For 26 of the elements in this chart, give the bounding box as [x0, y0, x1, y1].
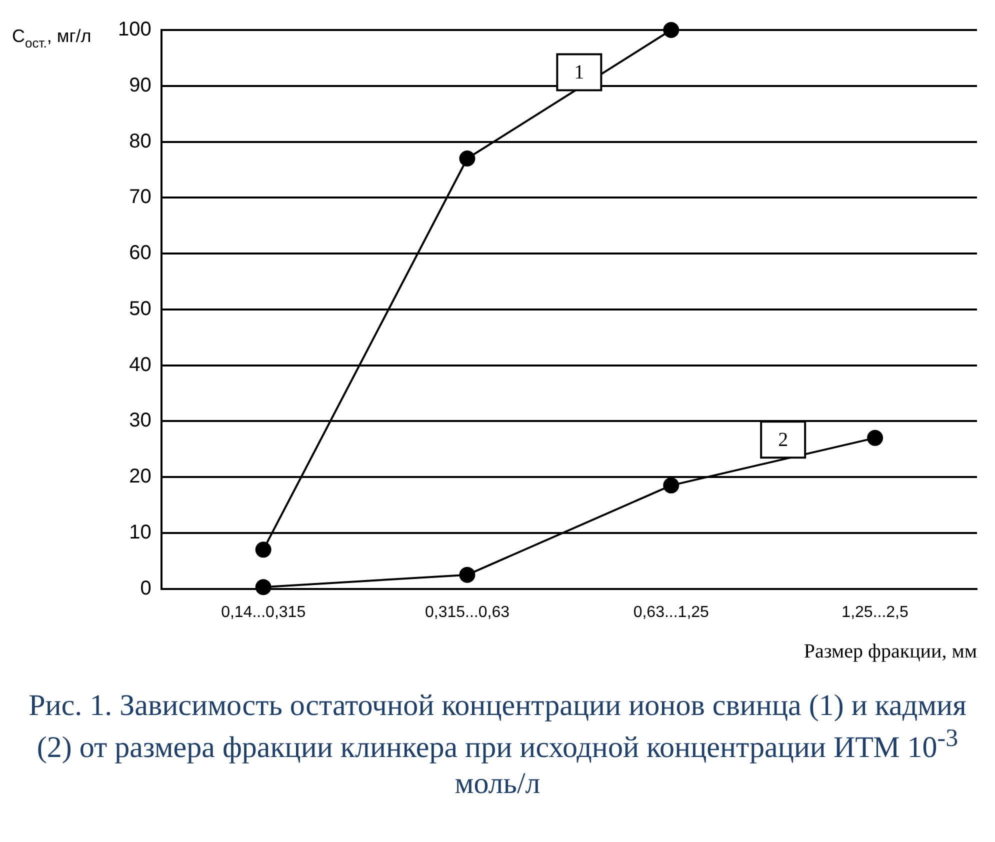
x-tick-label: 1,25...2,5 [842, 604, 909, 621]
y-tick-label: 40 [129, 354, 152, 376]
x-tick-label: 0,63...1,25 [633, 604, 710, 621]
x-tick-label: 0,315...0,63 [424, 604, 510, 621]
series-label: 1 [574, 62, 584, 84]
y-tick-label: 30 [129, 410, 152, 432]
point [459, 150, 476, 167]
y-tick-label: 0 [140, 577, 152, 600]
y-tick-label: 80 [129, 130, 152, 152]
y-tick-label: 60 [129, 242, 152, 264]
point [255, 579, 272, 596]
series-label: 2 [778, 428, 788, 451]
point [867, 430, 884, 446]
y-tick-label: 70 [129, 186, 152, 208]
y-tick-label: 100 [118, 18, 152, 41]
y-tick-label: 20 [129, 466, 152, 488]
y-tick-label: 50 [129, 298, 152, 320]
point [663, 477, 680, 494]
point [459, 566, 476, 583]
x-axis-title: Размер фракции, мм [804, 640, 978, 662]
y-tick-label: 10 [129, 521, 152, 544]
y-tick-label: 90 [129, 74, 152, 96]
point [663, 22, 680, 38]
point [255, 542, 272, 558]
chart-title: Рис. 1. Зависимость остаточной концентрации ионов свинца (1) и кадмия (2) от размера фракции клинкера при исходной концентрации ИТМ 10$^{-3}$ моль/л [28, 689, 966, 800]
x-tick-label: 0,14...0,315 [221, 604, 306, 621]
